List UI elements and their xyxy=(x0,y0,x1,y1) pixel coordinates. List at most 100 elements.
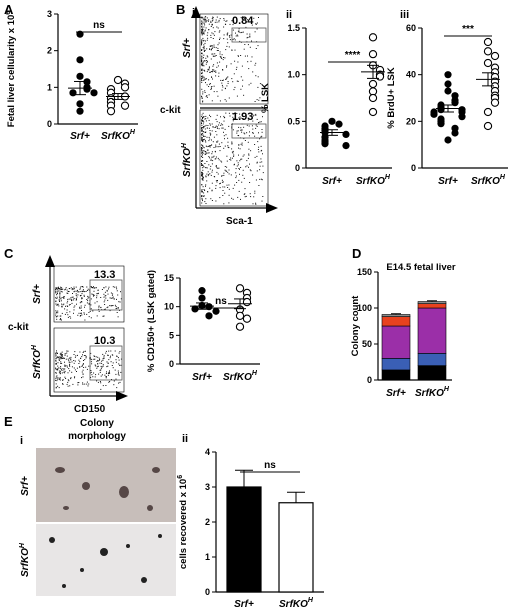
data-point xyxy=(69,89,77,97)
flow-event xyxy=(201,163,202,164)
flow-event xyxy=(80,305,82,307)
flow-event xyxy=(250,60,252,62)
y-tick-label: 100 xyxy=(357,303,372,313)
flow-event xyxy=(116,312,118,313)
flow-event xyxy=(97,381,99,383)
flow-event xyxy=(201,164,203,166)
flow-event xyxy=(100,382,102,384)
flow-event xyxy=(203,76,205,78)
flow-event xyxy=(108,350,110,352)
y-tick-label: 2 xyxy=(205,517,210,527)
flow-event xyxy=(204,24,206,26)
flow-event xyxy=(60,318,62,320)
flow-event xyxy=(69,364,70,366)
flow-event xyxy=(62,288,64,290)
flow-event xyxy=(215,70,217,72)
flow-event xyxy=(205,145,207,147)
flow-event xyxy=(107,373,109,374)
flow-event xyxy=(80,294,82,296)
flow-event xyxy=(225,112,227,114)
flow-event xyxy=(204,30,206,32)
flow-event xyxy=(256,155,258,157)
flow-event xyxy=(80,312,82,314)
flow-event xyxy=(204,70,206,72)
flow-event xyxy=(201,78,202,80)
flow-event xyxy=(243,138,245,140)
flow-plot-c: 13.3 10.3 Srf+ SrfKOH c-kit CD150 xyxy=(8,255,128,415)
data-point xyxy=(375,72,385,81)
flow-event xyxy=(249,163,250,165)
flow-event xyxy=(202,139,204,141)
flow-event xyxy=(115,359,117,361)
flow-event xyxy=(246,165,248,167)
flow-event xyxy=(109,297,111,299)
data-point xyxy=(235,284,245,293)
flow-event xyxy=(207,32,209,34)
flow-event xyxy=(212,19,214,21)
flow-event xyxy=(211,200,213,201)
flow-event xyxy=(250,196,252,198)
flow-event xyxy=(80,286,82,288)
flow-event xyxy=(206,55,208,57)
flow-event xyxy=(210,22,212,23)
flow-event xyxy=(240,158,242,160)
flow-event xyxy=(203,26,205,28)
flow-event xyxy=(86,290,88,291)
flow-event xyxy=(105,377,107,379)
gate-box-bottom xyxy=(231,123,267,139)
flow-event xyxy=(256,99,258,101)
flow-event xyxy=(235,175,237,177)
flow-event xyxy=(109,370,110,372)
flow-event xyxy=(84,304,86,306)
flow-event xyxy=(208,20,209,22)
flow-event xyxy=(242,16,244,18)
flow-event xyxy=(70,377,72,379)
flow-event xyxy=(116,387,118,389)
flow-event xyxy=(80,315,82,316)
gate-box-top xyxy=(89,279,123,311)
flow-event xyxy=(244,188,246,190)
flow-event xyxy=(201,144,203,146)
flow-event xyxy=(84,383,86,385)
flow-event xyxy=(204,140,206,142)
flow-event xyxy=(201,25,203,27)
flow-event xyxy=(69,311,71,313)
flow-event xyxy=(201,69,202,71)
flow-event xyxy=(90,361,92,363)
flow-event xyxy=(66,350,68,352)
flow-event xyxy=(240,16,242,18)
flow-event xyxy=(202,169,204,171)
flow-event xyxy=(254,135,256,137)
y-tick-label: 0 xyxy=(411,163,416,173)
flow-event xyxy=(204,138,206,140)
flow-event xyxy=(235,35,237,37)
flow-event xyxy=(108,359,110,361)
flow-event xyxy=(219,37,221,39)
flow-event xyxy=(217,27,219,29)
flow-event xyxy=(117,373,119,375)
flow-event xyxy=(249,131,250,133)
flow-event xyxy=(227,42,229,44)
flow-event xyxy=(87,295,89,297)
flow-event xyxy=(208,23,210,25)
flow-event xyxy=(205,185,206,187)
flow-event xyxy=(202,29,204,31)
category-label: Srf+ xyxy=(322,176,342,187)
flow-event xyxy=(93,355,95,357)
y-tick-label: 0 xyxy=(47,119,52,129)
flow-event xyxy=(219,61,221,63)
flow-event xyxy=(83,312,85,314)
flow-event xyxy=(205,124,207,126)
flow-event xyxy=(55,297,57,299)
flow-event xyxy=(204,153,206,155)
flow-event xyxy=(214,158,216,160)
flow-event xyxy=(219,55,221,57)
flow-event xyxy=(201,148,203,150)
flow-event xyxy=(224,23,226,25)
flow-event xyxy=(104,299,106,301)
flow-event xyxy=(201,27,203,29)
flow-event xyxy=(56,357,58,359)
flow-event xyxy=(255,127,257,129)
flow-event xyxy=(206,161,208,162)
flow-event xyxy=(213,91,215,93)
